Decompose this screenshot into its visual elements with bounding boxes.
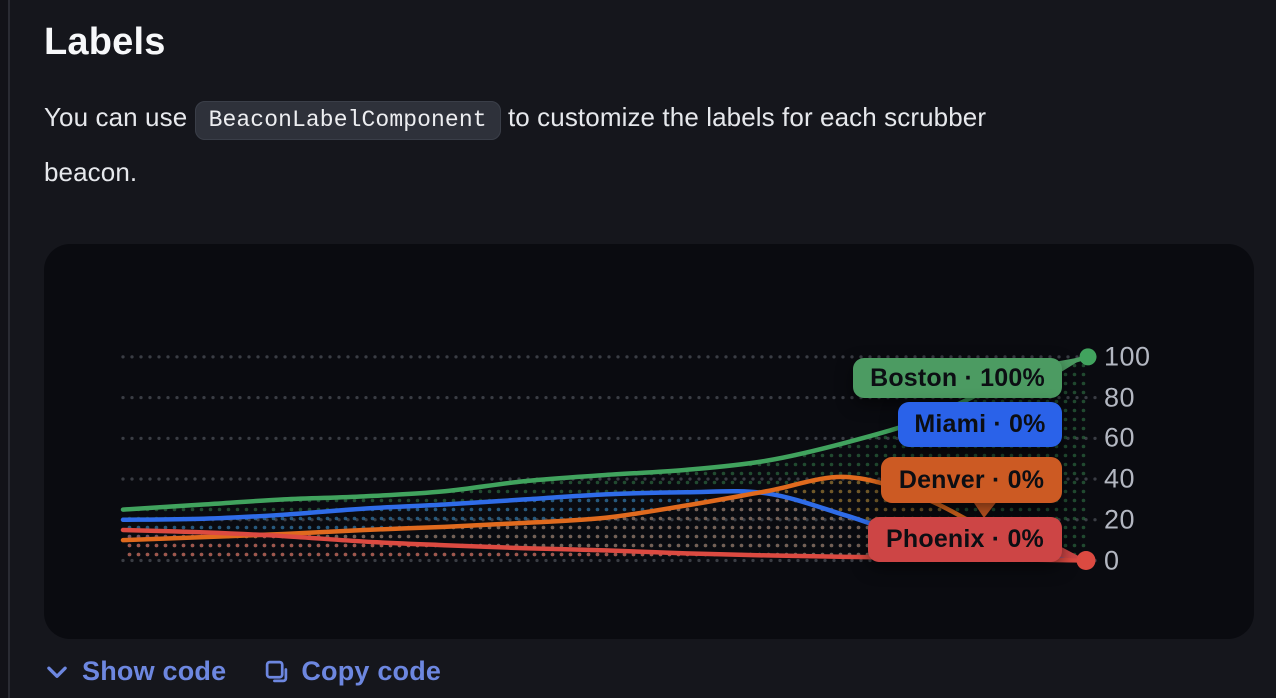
section-heading: Labels	[44, 21, 166, 63]
y-axis-tick-60: 60	[1104, 422, 1136, 453]
chevron-down-icon	[44, 659, 70, 685]
y-axis-tick-100: 100	[1104, 341, 1151, 372]
copy-icon	[264, 659, 289, 684]
y-axis-tick-0: 0	[1104, 545, 1120, 575]
y-axis-tick-80: 80	[1104, 382, 1136, 413]
code-actions-row: Show code Copy code	[44, 656, 1256, 687]
beacon-label-text: Miami · 0%	[914, 410, 1046, 438]
copy-code-button[interactable]: Copy code	[264, 656, 441, 687]
beacon-boston[interactable]	[1079, 348, 1097, 366]
intro-paragraph: You can use BeaconLabelComponent to cust…	[44, 91, 1256, 198]
scrubber-chart[interactable]	[44, 244, 1254, 639]
chart-demo-card[interactable]: Boston · 100% Miami · 0% Denver · 0% Pho…	[44, 244, 1254, 639]
inline-code-chip: BeaconLabelComponent	[194, 101, 501, 140]
copy-code-label: Copy code	[301, 656, 442, 686]
beacon-label-denver[interactable]: Denver · 0%	[881, 457, 1062, 503]
area-fill-phoenix	[123, 529, 1088, 561]
intro-text-1: You can use	[44, 102, 195, 132]
beacon-label-boston[interactable]: Boston · 100%	[853, 358, 1062, 398]
show-code-label: Show code	[82, 656, 227, 686]
beacon-label-text: Denver · 0%	[898, 465, 1045, 494]
beacon-label-text: Boston · 100%	[870, 363, 1045, 392]
beacon-label-phoenix[interactable]: Phoenix · 0%	[868, 517, 1062, 562]
y-axis-tick-40: 40	[1104, 463, 1136, 494]
label-tail-denver	[972, 500, 998, 518]
beacon-label-miami[interactable]: Miami · 0%	[898, 402, 1062, 447]
y-axis-tick-20: 20	[1104, 504, 1136, 535]
beacon-phoenix[interactable]	[1076, 551, 1096, 570]
beacon-label-text: Phoenix · 0%	[886, 525, 1044, 553]
show-code-button[interactable]: Show code	[44, 656, 226, 687]
intro-text-2: to customize the labels for each scrubbe…	[500, 102, 987, 132]
intro-text-3: beacon.	[44, 157, 138, 187]
page-left-rail	[0, 0, 10, 698]
